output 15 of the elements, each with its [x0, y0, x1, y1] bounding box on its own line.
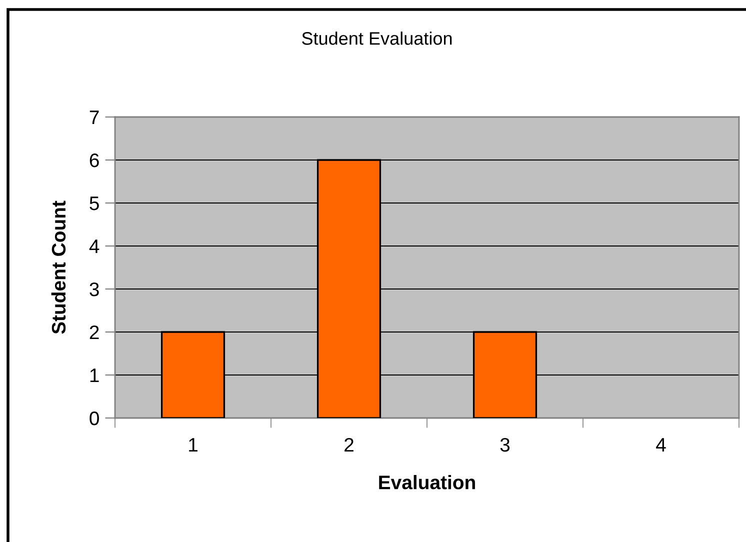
y-tick-label: 3 [90, 282, 99, 296]
y-tick-label: 0 [90, 411, 99, 426]
y-tick-label: 1 [90, 368, 99, 382]
y-tick-label: 2 [90, 325, 99, 340]
y-tick-label: 4 [89, 240, 100, 254]
y-tick-label: 5 [90, 196, 99, 210]
x-tick-label: 2 [344, 438, 354, 452]
chart-title: Student Evaluation [302, 32, 452, 45]
y-tick-label: 7 [90, 110, 99, 124]
x-tick-label: 3 [500, 438, 510, 452]
x-tick-label: 1 [189, 438, 198, 452]
x-axis-title: Evaluation [379, 475, 475, 490]
y-axis-title: Student Count [51, 200, 66, 334]
y-tick-label: 6 [90, 153, 99, 168]
x-tick-label: 4 [656, 438, 666, 452]
